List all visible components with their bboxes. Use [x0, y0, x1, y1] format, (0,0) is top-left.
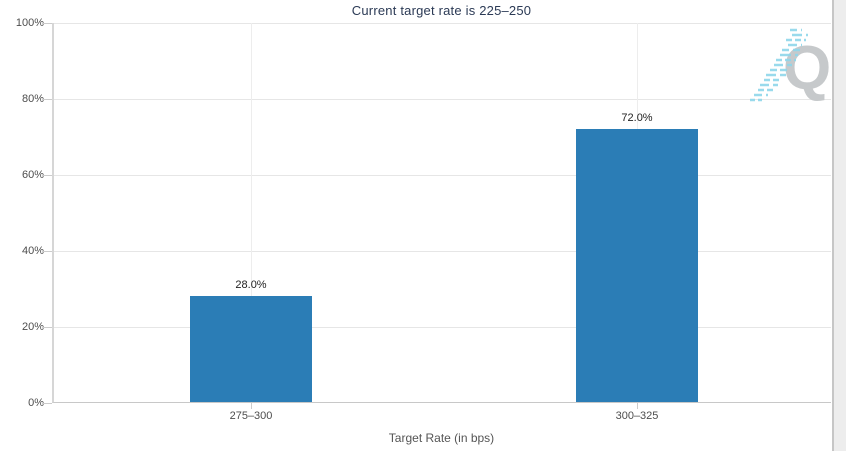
x-category-label-1: 275–300 — [229, 410, 273, 422]
gridline-40 — [54, 251, 831, 252]
gridline-20 — [54, 327, 831, 328]
y-tick-label-20: 20% — [21, 321, 44, 333]
x-tick-mark — [637, 403, 638, 409]
bar-275-300[interactable]: 28.0% — [190, 279, 312, 402]
q-logo-dashes-icon — [750, 28, 808, 102]
y-tick-label-60: 60% — [21, 169, 44, 181]
y-tick-mark — [42, 251, 52, 252]
window-edge-strip — [834, 0, 846, 451]
plot-area: 28.0% 72.0% — [52, 23, 831, 403]
bar-value-label: 72.0% — [621, 112, 653, 125]
x-axis-title: Target Rate (in bps) — [388, 431, 495, 445]
y-tick-label-0: 0% — [28, 397, 44, 409]
window-edge-border — [832, 0, 834, 451]
x-category-label-2: 300–325 — [615, 410, 659, 422]
y-tick-mark — [42, 99, 52, 100]
gridline-100 — [54, 23, 831, 24]
gridline-60 — [54, 175, 831, 176]
y-tick-mark — [42, 175, 52, 176]
y-tick-label-80: 80% — [21, 93, 44, 105]
gridline-80 — [54, 99, 831, 100]
bar-value-label: 28.0% — [235, 278, 267, 291]
gridline-category-1 — [251, 23, 252, 402]
y-tick-mark — [42, 403, 52, 404]
y-tick-label-40: 40% — [21, 245, 44, 257]
y-tick-label-100: 100% — [15, 17, 44, 29]
bar-300-325[interactable]: 72.0% — [576, 112, 698, 402]
x-tick-mark — [251, 403, 252, 409]
y-tick-mark — [42, 23, 52, 24]
q-logo-watermark: Q — [783, 34, 832, 103]
chart-title: Current target rate is 225–250 — [351, 3, 532, 18]
y-tick-mark — [42, 327, 52, 328]
